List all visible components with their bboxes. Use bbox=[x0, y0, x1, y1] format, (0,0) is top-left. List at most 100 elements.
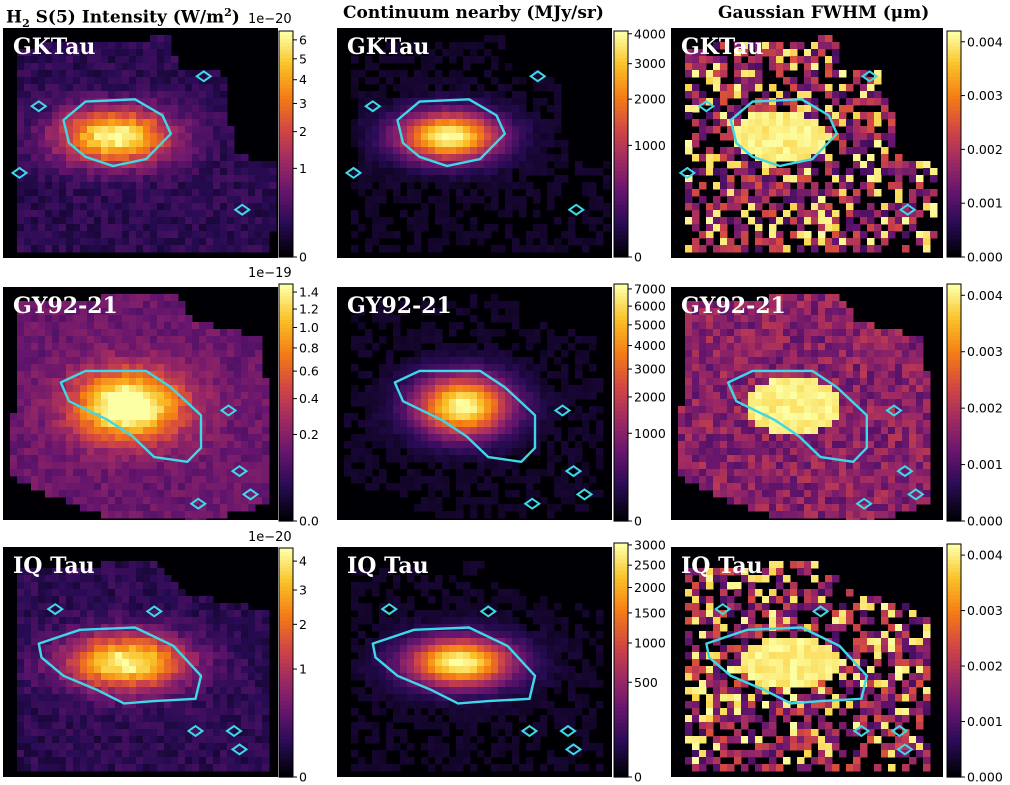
colorbar-tick-label: 0.003 bbox=[967, 88, 1003, 103]
small-contour bbox=[219, 404, 238, 417]
emission-contour bbox=[393, 369, 537, 464]
colorbar-tick-label: 0.6 bbox=[299, 364, 319, 379]
target-label: GKTau bbox=[347, 34, 430, 60]
colorbar-tick-label: 1.2 bbox=[299, 302, 319, 317]
colorbar-gktau-continuum: 0 1000 2000 3000 4000 bbox=[613, 26, 666, 265]
colorbar-tick-label: 1 bbox=[299, 662, 307, 677]
colorbar-tick-label: 0.001 bbox=[967, 714, 1003, 729]
colorbar-frame bbox=[613, 542, 629, 778]
colorbar-tick-label: 5 bbox=[299, 51, 307, 66]
small-contour bbox=[225, 724, 243, 738]
small-contour bbox=[559, 724, 577, 738]
map-iqtau-continuum: IQ Tau bbox=[337, 547, 612, 777]
small-contour bbox=[898, 203, 917, 216]
small-contour bbox=[564, 464, 583, 478]
colorbar-tick-label: 1000 bbox=[634, 138, 666, 153]
colorbar-tick-label: 0.002 bbox=[967, 142, 1003, 157]
emission-contour bbox=[705, 626, 869, 705]
emission-contour bbox=[371, 626, 537, 705]
map-canvas bbox=[671, 547, 943, 777]
map-pixels bbox=[678, 294, 931, 520]
colorbar-tick-label: 4000 bbox=[634, 338, 666, 353]
small-contour bbox=[230, 464, 249, 478]
small-contour bbox=[189, 497, 207, 510]
colorbar-frame bbox=[946, 283, 962, 522]
map-pixels bbox=[685, 35, 938, 253]
map-canvas bbox=[671, 28, 943, 258]
small-contour bbox=[896, 464, 914, 478]
colorbar-frame bbox=[278, 547, 294, 778]
map-canvas bbox=[337, 287, 612, 520]
colorbar-tick-label: 6000 bbox=[634, 299, 666, 314]
map-pixels bbox=[344, 294, 604, 519]
small-contour bbox=[553, 404, 572, 417]
colorbar-tick-label: 2 bbox=[299, 124, 307, 139]
colorbar-tick-label: 0.000 bbox=[967, 514, 1003, 529]
colorbar-tick-label: 4 bbox=[299, 554, 307, 569]
colorbar-tick-label: 500 bbox=[634, 675, 658, 690]
emission-contour bbox=[726, 369, 869, 464]
colorbar-tick-label: 0.004 bbox=[967, 288, 1003, 303]
small-contour bbox=[860, 70, 879, 83]
target-label: GY92-21 bbox=[681, 293, 786, 319]
colorbar-frame bbox=[278, 30, 294, 258]
small-contour bbox=[364, 100, 382, 113]
colorbar-iqtau-fwhm: 0.000 0.001 0.002 0.003 0.004 bbox=[946, 543, 1003, 785]
small-contour bbox=[852, 724, 871, 738]
colorbar-gy92-intensity: 0.0 0.2 0.4 0.6 0.8 1.0 1.2 1.4 bbox=[278, 283, 319, 529]
colorbar-tick-label: 1 bbox=[299, 161, 307, 176]
small-contour bbox=[713, 602, 732, 616]
colorbar-tick-label: 3000 bbox=[634, 56, 666, 71]
target-label: IQ Tau bbox=[13, 553, 95, 579]
target-label: IQ Tau bbox=[681, 553, 763, 579]
small-contour bbox=[885, 404, 903, 417]
small-contour bbox=[811, 605, 830, 618]
target-label: IQ Tau bbox=[347, 553, 429, 579]
small-contour bbox=[678, 166, 697, 180]
map-canvas bbox=[337, 547, 612, 777]
colorbar-tick-label: 3 bbox=[299, 96, 307, 111]
colorbar-exponent-row1: 1e−20 bbox=[248, 12, 292, 27]
small-contour bbox=[186, 724, 205, 738]
map-canvas bbox=[3, 547, 278, 777]
map-canvas bbox=[337, 28, 612, 258]
colorbar-tick-label: 2000 bbox=[634, 580, 666, 595]
small-contour bbox=[241, 488, 260, 501]
map-canvas bbox=[671, 287, 943, 520]
colorbar-tick-label: 0.003 bbox=[967, 344, 1003, 359]
colorbar-gktau-fwhm: 0.000 0.001 0.002 0.003 0.004 bbox=[946, 30, 1003, 265]
small-contour bbox=[523, 497, 541, 510]
colorbar-tick-label: 2500 bbox=[634, 558, 666, 573]
small-contour bbox=[230, 743, 249, 756]
map-canvas bbox=[3, 28, 278, 258]
small-contour bbox=[520, 724, 539, 738]
colorbar-gy92-continuum: 0 1000 2000 3000 4000 5000 6000 7000 bbox=[613, 281, 666, 529]
target-label: GKTau bbox=[13, 34, 96, 60]
colorbar-tick-label: 2000 bbox=[634, 92, 666, 107]
map-pixels bbox=[10, 294, 270, 520]
emission-contour bbox=[37, 626, 203, 705]
colorbar-iqtau-intensity: 0 1 2 3 4 bbox=[278, 547, 307, 785]
colorbar-frame bbox=[946, 543, 962, 778]
colorbar-tick-label: 0.001 bbox=[967, 196, 1003, 211]
colorbar-tick-label: 3 bbox=[299, 583, 307, 598]
small-contour bbox=[46, 602, 64, 616]
colorbar-tick-label: 0.8 bbox=[299, 340, 319, 355]
colorbar-tick-label: 0 bbox=[634, 250, 642, 265]
colorbar-iqtau-continuum: 0 500 1000 1500 2000 2500 3000 bbox=[613, 537, 666, 785]
colorbar-tick-label: 0.2 bbox=[299, 427, 319, 442]
colorbar-tick-label: 6 bbox=[299, 32, 307, 47]
colorbar-tick-label: 5000 bbox=[634, 317, 666, 332]
small-contour bbox=[479, 605, 497, 618]
map-gktau-intensity: GKTau bbox=[3, 28, 278, 258]
map-pixels bbox=[351, 561, 604, 772]
map-pixels bbox=[17, 561, 270, 772]
column-title-fwhm: Gaussian FWHM (μm) bbox=[718, 3, 930, 23]
emission-contour bbox=[396, 98, 507, 168]
small-contour bbox=[195, 70, 213, 83]
small-contour bbox=[890, 724, 909, 738]
colorbar-tick-label: 0.004 bbox=[967, 548, 1003, 563]
colorbar-tick-label: 1.0 bbox=[299, 320, 319, 335]
colorbar-tick-label: 0.000 bbox=[967, 250, 1003, 265]
small-contour bbox=[567, 203, 585, 216]
